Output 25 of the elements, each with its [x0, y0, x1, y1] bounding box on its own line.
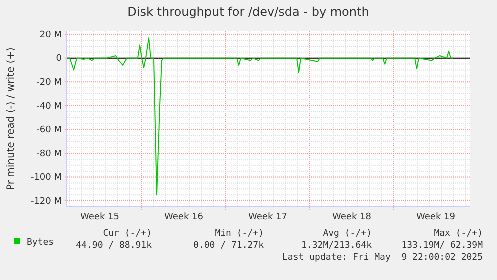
- y-tick-label: -100 M: [30, 173, 62, 184]
- x-tick-label: Week 17: [248, 212, 288, 222]
- chart-title: Disk throughput for /dev/sda - by month: [128, 5, 370, 19]
- x-tick-label: Week 18: [332, 212, 372, 222]
- text: 133.19M/ 62.39M: [402, 241, 484, 251]
- y-tick-label: -80 M: [36, 149, 62, 160]
- text: 0.00 / 71.27k: [194, 241, 265, 251]
- text: Avg (-/+): [323, 229, 372, 239]
- text: Max (-/+): [434, 229, 483, 239]
- x-tick-label: Week 15: [80, 212, 120, 222]
- text: Last update: Fri May 9 22:00:02 2025: [282, 253, 483, 263]
- legend-label: Bytes: [27, 238, 54, 248]
- x-tick-label: Week 19: [416, 212, 456, 222]
- y-tick-label: -20 M: [36, 78, 62, 88]
- y-tick-label: -40 M: [36, 102, 62, 112]
- text: Cur (-/+): [103, 229, 152, 239]
- y-axis-title: Pr minute read (-) / write (+): [6, 47, 17, 190]
- y-tick-label: -120 M: [30, 196, 62, 207]
- y-tick-label: 20 M: [40, 30, 62, 40]
- text: 1.32M/213.64k: [302, 241, 373, 251]
- x-tick-label: Week 16: [164, 212, 204, 222]
- y-tick-label: 0: [56, 54, 62, 64]
- y-tick-label: -60 M: [36, 126, 62, 136]
- text: Min (-/+): [215, 229, 264, 239]
- text: 44.90 / 88.91k: [76, 241, 153, 251]
